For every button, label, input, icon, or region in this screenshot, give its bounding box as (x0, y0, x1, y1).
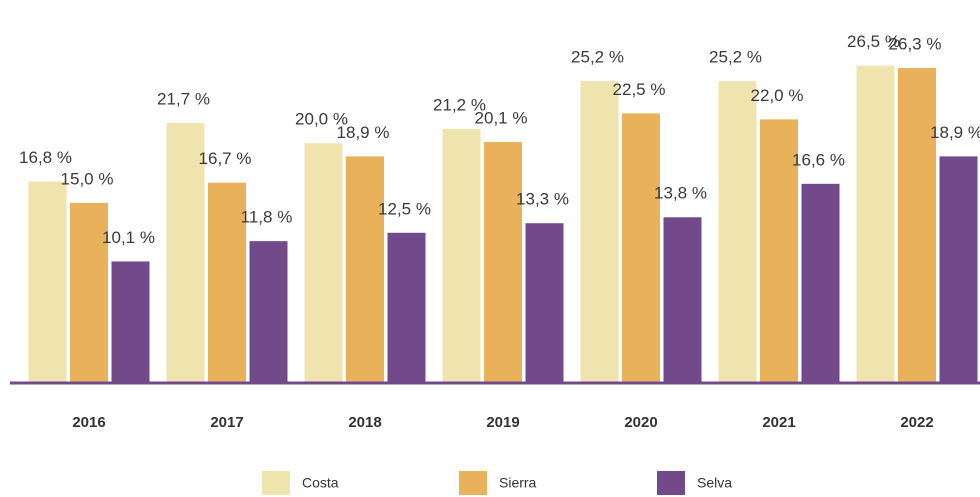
bar (663, 217, 702, 382)
bar (346, 156, 384, 382)
legend-label: Selva (697, 475, 732, 491)
value-label: 13,8 % (654, 184, 707, 203)
bar (28, 181, 67, 382)
bar (898, 68, 936, 382)
x-tick-label: 2018 (348, 414, 381, 431)
bar (622, 113, 660, 382)
value-label: 21,7 % (157, 89, 210, 108)
x-tick-label: 2020 (624, 414, 657, 431)
legend-swatch (459, 471, 487, 495)
bar (484, 142, 522, 382)
value-label: 15,0 % (61, 169, 114, 188)
value-label: 13,3 % (516, 190, 569, 209)
value-label: 20,1 % (475, 109, 528, 128)
bar (166, 122, 205, 383)
x-tick-label: 2021 (762, 414, 795, 431)
value-label: 18,9 % (930, 123, 980, 142)
bar (939, 156, 978, 382)
value-label: 22,0 % (751, 86, 804, 105)
bar (580, 81, 619, 383)
value-label: 12,5 % (378, 199, 431, 218)
x-tick-label: 2017 (210, 414, 243, 431)
value-label: 26,3 % (889, 35, 942, 54)
bar (525, 223, 564, 382)
bar (760, 119, 798, 382)
value-label: 25,2 % (709, 48, 762, 67)
value-label: 20,0 % (295, 110, 348, 129)
bar (111, 261, 150, 382)
value-label: 25,2 % (571, 48, 624, 67)
x-tick-label: 2022 (900, 414, 933, 431)
x-tick-label: 2019 (486, 414, 519, 431)
bar (304, 143, 343, 382)
bar (70, 202, 108, 382)
value-label: 21,2 % (433, 95, 486, 114)
bar (442, 128, 481, 382)
value-label: 18,9 % (337, 123, 390, 142)
value-label: 22,5 % (613, 80, 666, 99)
bar (718, 81, 757, 383)
value-label: 10,1 % (102, 228, 155, 247)
value-label: 16,6 % (792, 150, 845, 169)
legend-swatch (657, 471, 685, 495)
legend-label: Sierra (499, 475, 537, 491)
bar (208, 182, 246, 382)
legend-label: Costa (302, 475, 339, 491)
value-label: 16,8 % (19, 148, 72, 167)
bar (249, 241, 288, 382)
x-tick-label: 2016 (72, 414, 105, 431)
bar (801, 183, 840, 382)
value-label: 16,7 % (199, 149, 252, 168)
value-label: 26,5 % (847, 32, 900, 51)
value-label: 11,8 % (241, 208, 293, 227)
bar (387, 232, 426, 382)
legend-swatch (262, 471, 290, 495)
bar (856, 65, 895, 382)
